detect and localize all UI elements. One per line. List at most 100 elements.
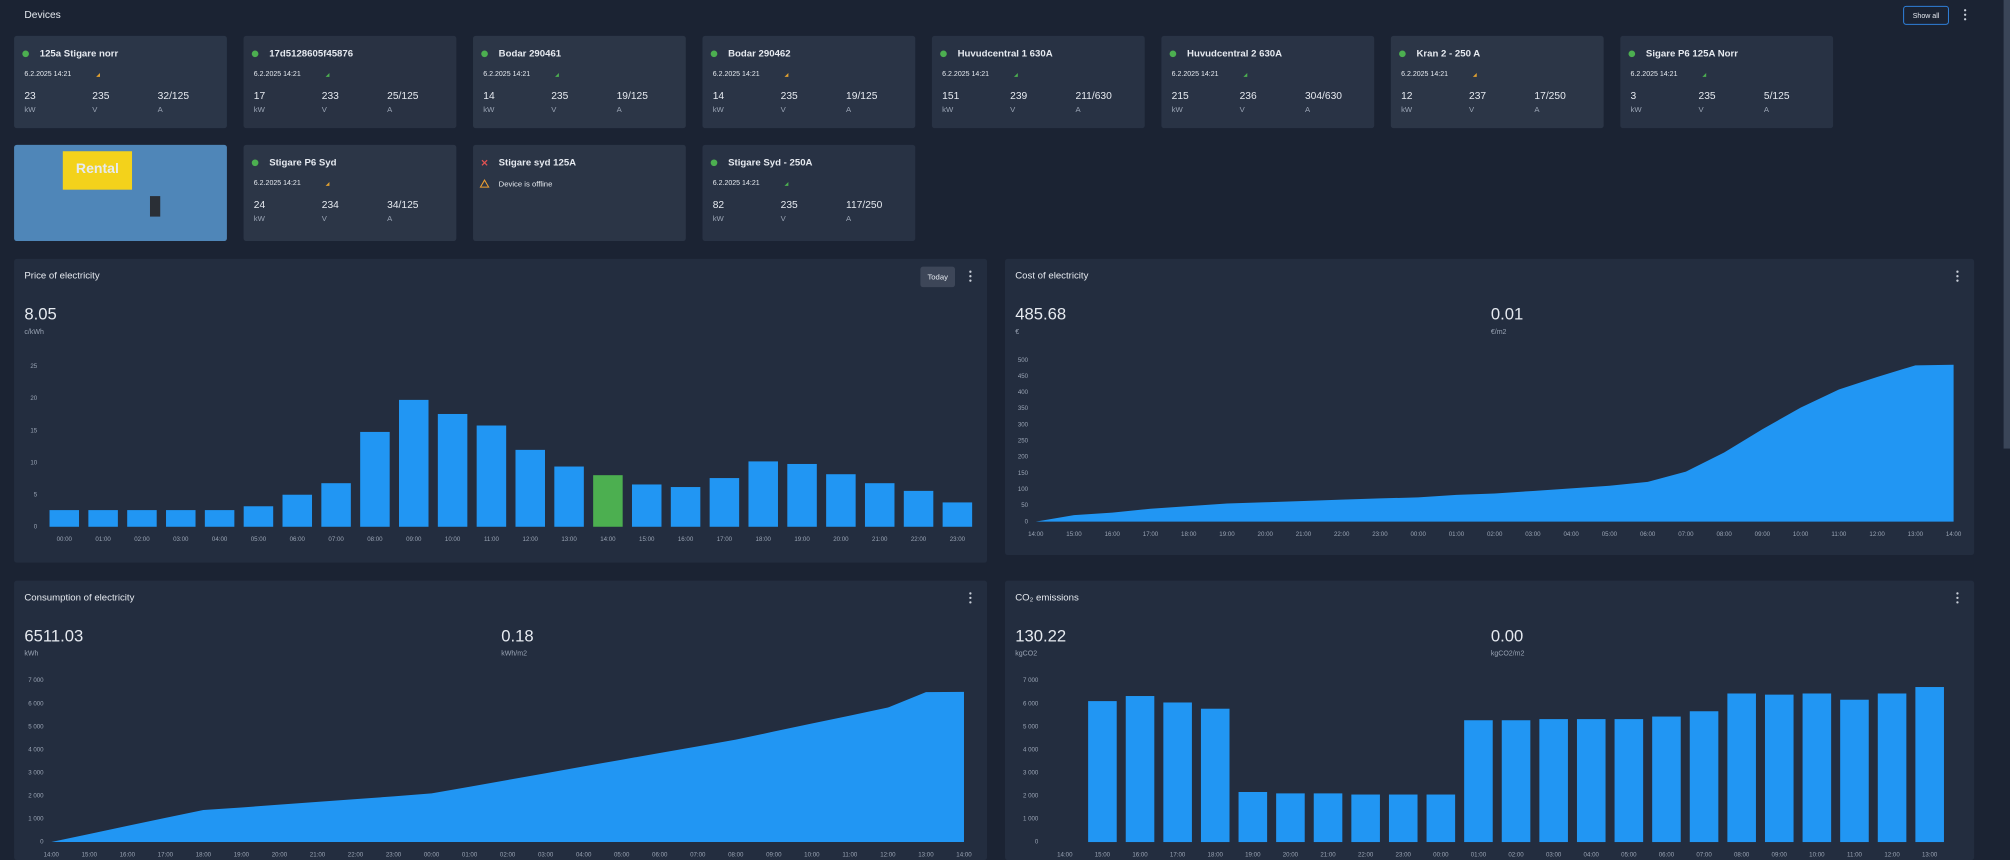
device-card[interactable]: [1161, 35, 1375, 129]
menu-icon[interactable]: [1963, 9, 1967, 21]
x-tick-label: 07:00: [1696, 851, 1712, 858]
device-voltage: 235: [1699, 91, 1716, 102]
menu-dot[interactable]: [969, 275, 972, 278]
x-tick-label: 21:00: [1320, 851, 1336, 858]
device-card[interactable]: [473, 144, 686, 241]
chart-panel: [14, 258, 988, 563]
x-tick-label: 00:00: [424, 851, 440, 858]
device-current-unit: A: [1764, 105, 1770, 114]
x-tick-label: 09:00: [1772, 851, 1788, 858]
secondary-unit: kWh/m2: [501, 651, 527, 658]
x-tick-label: 06:00: [1640, 531, 1656, 538]
device-name: Kran 2 - 250 A: [1416, 48, 1480, 59]
bar: [1276, 793, 1305, 843]
show-all-label[interactable]: Show all: [1913, 13, 1940, 20]
menu-dot[interactable]: [969, 279, 972, 282]
device-power-unit: kW: [1401, 105, 1413, 114]
bar: [864, 483, 895, 527]
device-power: 82: [713, 200, 725, 211]
device-current: 117/250: [846, 200, 883, 211]
x-tick-label: 09:00: [766, 851, 782, 858]
x-tick-label: 09:00: [1755, 531, 1771, 538]
x-tick-label: 21:00: [872, 536, 888, 543]
device-card[interactable]: [14, 35, 227, 129]
device-card[interactable]: [473, 35, 686, 129]
y-tick-label: 5: [34, 491, 38, 498]
bar: [903, 490, 934, 527]
y-tick-label: 250: [1018, 438, 1029, 445]
menu-dot[interactable]: [1956, 592, 1959, 595]
photo-detail: [149, 196, 161, 217]
bar: [748, 461, 778, 527]
y-tick-label: 3 000: [28, 769, 44, 776]
menu-dot[interactable]: [969, 592, 972, 595]
chart-title: Consumption of electricity: [24, 592, 134, 603]
chart-title: CO₂ emissions: [1015, 592, 1079, 603]
y-tick-label: 6 000: [1023, 700, 1039, 707]
photo-sign: [62, 151, 133, 190]
menu-dot[interactable]: [1956, 601, 1959, 604]
bar: [1163, 702, 1192, 843]
menu-dot[interactable]: [969, 596, 972, 600]
x-tick-label: 08:00: [367, 536, 383, 543]
x-tick-label: 15:00: [82, 851, 98, 858]
section-title: Devices: [24, 10, 60, 21]
device-name: Huvudcentral 2 630A: [1187, 48, 1282, 59]
device-card[interactable]: [702, 144, 916, 241]
device-card[interactable]: [702, 35, 916, 129]
device-voltage-unit: V: [322, 105, 328, 114]
x-tick-label: 19:00: [1245, 851, 1261, 858]
bar: [1915, 687, 1944, 843]
x-tick-label: 19:00: [1219, 531, 1235, 538]
y-tick-label: 4 000: [1023, 746, 1039, 753]
x-tick-label: 06:00: [1659, 851, 1675, 858]
area: [1035, 364, 1954, 522]
x-tick-label: 10:00: [804, 851, 820, 858]
x-tick-label: 08:00: [1716, 531, 1732, 538]
device-time: 6.2.2025 14:21: [1631, 71, 1678, 78]
device-card[interactable]: [243, 35, 457, 129]
menu-dot[interactable]: [969, 601, 972, 604]
area: [51, 691, 964, 843]
device-name: Bodar 290462: [728, 48, 791, 59]
menu-dot[interactable]: [969, 270, 972, 273]
device-card[interactable]: [1390, 35, 1604, 129]
signal-icon: [325, 181, 330, 186]
x-tick-label: 23:00: [1396, 851, 1412, 858]
range-button[interactable]: [920, 266, 956, 288]
bar: [1125, 696, 1155, 843]
menu-dot[interactable]: [1956, 279, 1959, 282]
menu-dot[interactable]: [1956, 270, 1959, 273]
x-tick-label: 14:00: [44, 851, 60, 858]
device-card[interactable]: [243, 144, 457, 241]
x-tick-label: 19:00: [234, 851, 250, 858]
show-all-button[interactable]: [1903, 5, 1949, 25]
scrollbar[interactable]: [2003, 0, 2010, 449]
bar: [321, 483, 351, 527]
device-card[interactable]: [931, 35, 1145, 129]
device-voltage: 234: [322, 200, 339, 211]
device-status: Device is offline: [499, 180, 553, 189]
x-tick-label: 14:00: [1057, 851, 1073, 858]
x-tick-label: 21:00: [1296, 531, 1312, 538]
x-tick-label: 12:00: [1884, 851, 1900, 858]
device-voltage-unit: V: [92, 105, 98, 114]
signal-icon: [555, 73, 559, 77]
x-tick-label: 00:00: [57, 536, 73, 543]
menu-dot[interactable]: [1956, 596, 1959, 600]
device-card[interactable]: [1620, 35, 1834, 129]
x-tick-label: 20:00: [833, 536, 849, 543]
range-button-label[interactable]: Today: [927, 273, 948, 282]
x-tick-label: 23:00: [950, 536, 966, 543]
x-tick-label: 12:00: [523, 536, 539, 543]
headline-unit: kgCO2: [1015, 651, 1037, 658]
secondary-unit: €/m2: [1491, 329, 1507, 336]
bar: [243, 506, 274, 527]
device-voltage: 235: [781, 91, 798, 102]
bar: [670, 487, 701, 527]
y-tick-label: 10: [30, 459, 37, 466]
x-tick-label: 03:00: [538, 851, 554, 858]
menu-dot[interactable]: [1956, 275, 1959, 278]
secondary-value: 0.01: [1491, 305, 1523, 324]
